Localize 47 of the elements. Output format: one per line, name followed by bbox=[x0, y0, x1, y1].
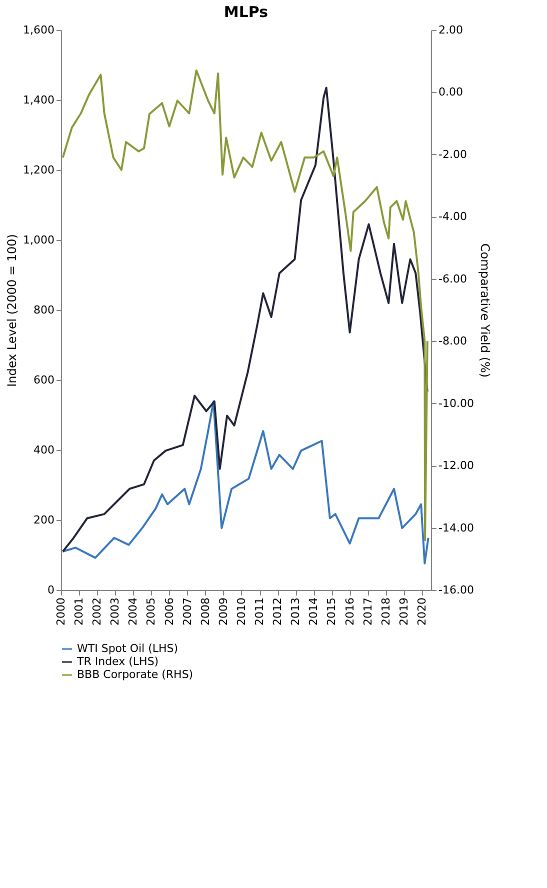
x-tick-label: 2000 bbox=[54, 598, 68, 626]
x-tick-label: 2005 bbox=[144, 598, 158, 626]
x-tick-label: 2009 bbox=[216, 598, 230, 626]
x-tick-label: 2004 bbox=[126, 598, 140, 626]
chart-title: MLPs bbox=[224, 3, 268, 21]
x-tick-label: 2012 bbox=[271, 598, 284, 626]
legend-label: BBB Corporate (RHS) bbox=[77, 668, 194, 681]
y-tick-label: 1,600 bbox=[23, 24, 54, 36]
y2-tick-label: -14.00 bbox=[438, 521, 474, 534]
x-tick-label: 2003 bbox=[108, 598, 122, 626]
legend-label: WTI Spot Oil (LHS) bbox=[77, 642, 178, 655]
y2-tick-label: -12.00 bbox=[438, 459, 474, 472]
x-tick-label: 2014 bbox=[307, 598, 320, 626]
y-tick-label: 1,200 bbox=[23, 164, 54, 176]
y-tick-label: 600 bbox=[34, 374, 54, 386]
y-tick-label: 0 bbox=[48, 584, 54, 596]
y-tick-label: 200 bbox=[34, 514, 54, 526]
y-tick-label: 400 bbox=[34, 444, 54, 456]
x-tick-label: 2007 bbox=[180, 598, 194, 626]
y2-tick-label: 0.00 bbox=[438, 86, 463, 99]
x-tick-label: 2016 bbox=[343, 598, 356, 626]
x-tick-label: 2001 bbox=[72, 598, 86, 626]
legend-label: TR Index (LHS) bbox=[76, 655, 159, 668]
x-tick-label: 2019 bbox=[397, 598, 410, 626]
y2-tick-label: -6.00 bbox=[438, 272, 467, 286]
y-axis-title: Index Level (2000 = 100) bbox=[5, 234, 20, 387]
y2-tick-label: -10.00 bbox=[438, 396, 474, 410]
x-tick-label: 2008 bbox=[198, 598, 212, 626]
x-tick-label: 2015 bbox=[325, 598, 338, 626]
y-tick-label: 1,400 bbox=[23, 94, 54, 106]
y-tick-label: 1,000 bbox=[23, 234, 54, 246]
y2-tick-label: -2.00 bbox=[438, 148, 467, 161]
x-tick-label: 2013 bbox=[289, 598, 302, 626]
x-tick-label: 2017 bbox=[361, 598, 374, 626]
x-tick-label: 2020 bbox=[415, 598, 428, 626]
y2-tick-label: -4.00 bbox=[438, 210, 467, 224]
y2-tick-label: -8.00 bbox=[438, 334, 467, 348]
y-tick-label: 800 bbox=[34, 304, 54, 316]
y2-axis-title: Comparative Yield (%) bbox=[478, 243, 492, 378]
x-tick-label: 2011 bbox=[253, 598, 266, 626]
line-series bbox=[62, 400, 430, 564]
y2-tick-label: 2.00 bbox=[438, 24, 463, 36]
x-tick-label: 2002 bbox=[90, 598, 104, 626]
y2-tick-label: -16.00 bbox=[438, 584, 474, 596]
x-tick-label: 2006 bbox=[162, 598, 176, 626]
x-tick-label: 2010 bbox=[234, 598, 248, 626]
x-tick-label: 2018 bbox=[379, 598, 392, 626]
